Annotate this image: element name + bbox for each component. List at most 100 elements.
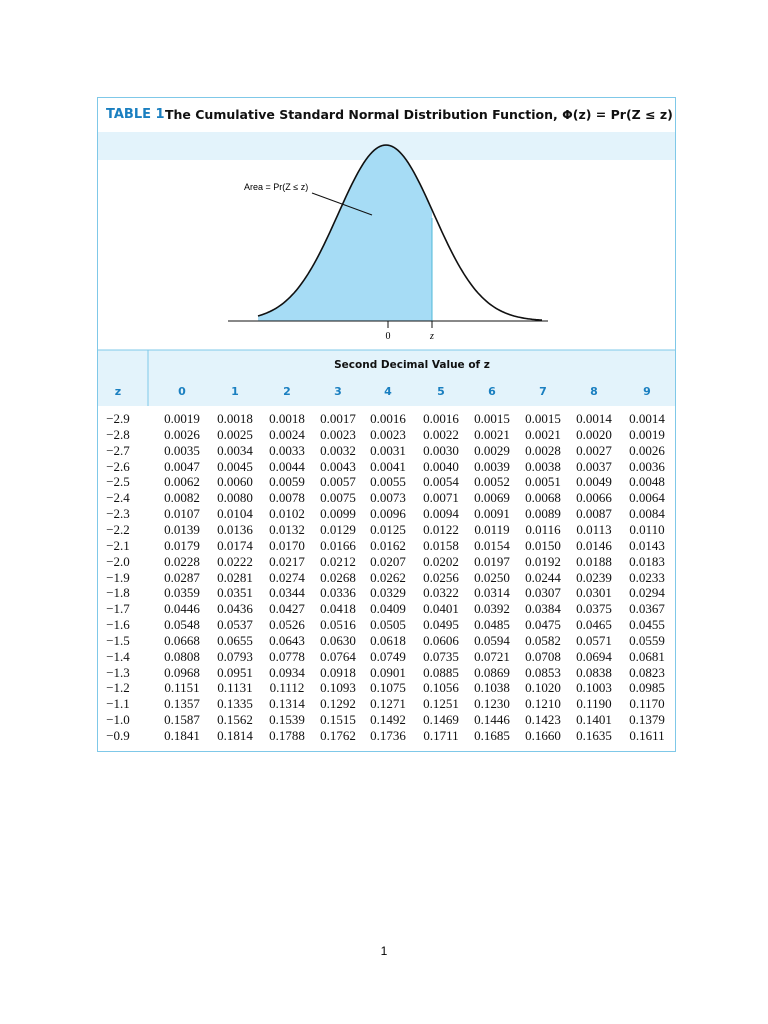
z-value: −1.4 (106, 648, 130, 664)
cell-value: 0.0505 (370, 617, 406, 633)
cell-value: 0.0084 (629, 506, 665, 522)
cell-value: 0.0052 (474, 474, 510, 490)
cell-value: 0.0094 (423, 506, 459, 522)
cell-value: 0.0179 (164, 537, 200, 553)
cell-value: 0.0035 (164, 442, 200, 458)
cell-value: 0.0027 (576, 442, 612, 458)
cell-value: 0.0934 (269, 664, 305, 680)
cell-value: 0.0427 (269, 601, 305, 617)
cell-value: 0.0016 (423, 411, 459, 426)
cell-value: 0.1314 (269, 696, 305, 712)
cell-value: 0.0162 (370, 537, 406, 553)
cell-value: 0.1020 (525, 680, 561, 696)
cell-value: 0.0281 (217, 569, 253, 585)
cell-value: 0.1230 (474, 696, 510, 712)
cell-value: 0.0170 (269, 537, 305, 553)
cell-value: 0.0039 (474, 458, 510, 474)
z-value: −2.7 (106, 442, 130, 458)
z-value: −2.9 (106, 411, 130, 426)
cell-value: 0.0014 (576, 411, 612, 426)
cell-value: 0.0154 (474, 537, 510, 553)
cell-value: 0.0301 (576, 585, 612, 601)
cell-value: 0.0129 (320, 521, 356, 537)
cell-value: 0.0139 (164, 521, 200, 537)
group-header: Second Decimal Value of z (334, 359, 490, 371)
cell-value: 0.0073 (370, 490, 406, 506)
cell-value: 0.0107 (164, 506, 200, 522)
cell-value: 0.0022 (423, 426, 459, 442)
cell-value: 0.0054 (423, 474, 459, 490)
tick-label: z (429, 331, 434, 342)
cell-value: 0.0037 (576, 458, 612, 474)
z-value: −2.1 (106, 537, 130, 553)
cell-value: 0.0038 (525, 458, 561, 474)
cell-value: 0.0307 (525, 585, 561, 601)
cell-value: 0.0344 (269, 585, 305, 601)
cell-value: 0.0571 (576, 632, 612, 648)
cell-value: 0.0485 (474, 617, 510, 633)
cell-value: 0.0778 (269, 648, 305, 664)
cell-value: 0.0018 (217, 411, 253, 426)
cell-value: 0.0643 (269, 632, 305, 648)
cell-value: 0.0217 (269, 553, 305, 569)
cell-value: 0.1038 (474, 680, 510, 696)
cell-value: 0.0749 (370, 648, 406, 664)
cell-value: 0.1093 (320, 680, 356, 696)
z-value: −2.4 (106, 490, 130, 506)
cell-value: 0.0968 (164, 664, 200, 680)
cell-value: 0.0409 (370, 601, 406, 617)
cell-value: 0.0021 (525, 426, 561, 442)
cell-value: 0.0040 (423, 458, 459, 474)
shaded-area (258, 145, 432, 321)
cell-value: 0.0113 (576, 521, 612, 537)
cell-value: 0.0239 (576, 569, 612, 585)
cell-value: 0.1841 (164, 728, 200, 743)
cell-value: 0.0104 (217, 506, 253, 522)
cell-value: 0.0048 (629, 474, 665, 490)
cell-value: 0.0110 (629, 521, 665, 537)
table-label: TABLE 1 (106, 107, 165, 122)
cell-value: 0.0080 (217, 490, 253, 506)
cell-value: 0.0401 (423, 601, 459, 617)
cell-value: 0.0314 (474, 585, 510, 601)
cell-value: 0.1762 (320, 728, 356, 743)
cell-value: 0.0197 (474, 553, 510, 569)
cell-value: 0.0694 (576, 648, 612, 664)
cell-value: 0.0116 (525, 521, 561, 537)
cell-value: 0.1611 (629, 728, 665, 743)
cell-value: 0.0901 (370, 664, 406, 680)
column-header: 3 (334, 385, 342, 398)
cell-value: 0.0150 (525, 537, 561, 553)
cell-value: 0.0681 (629, 648, 665, 664)
cell-value: 0.0016 (370, 411, 406, 426)
cell-value: 0.0066 (576, 490, 612, 506)
cell-value: 0.0336 (320, 585, 356, 601)
cell-value: 0.0030 (423, 442, 459, 458)
z-value: −0.9 (106, 728, 130, 743)
column-header: 4 (384, 385, 392, 398)
cell-value: 0.0096 (370, 506, 406, 522)
cell-value: 0.0212 (320, 553, 356, 569)
z-value: −2.0 (106, 553, 130, 569)
cell-value: 0.0808 (164, 648, 200, 664)
cell-value: 0.0166 (320, 537, 356, 553)
cell-value: 0.0102 (269, 506, 305, 522)
cell-value: 0.0064 (629, 490, 665, 506)
cell-value: 0.0119 (474, 521, 510, 537)
cell-value: 0.0034 (217, 442, 253, 458)
cell-value: 0.0146 (576, 537, 612, 553)
cell-value: 0.0582 (525, 632, 561, 648)
z-value: −1.2 (106, 680, 130, 696)
cell-value: 0.0721 (474, 648, 510, 664)
cell-value: 0.0526 (269, 617, 305, 633)
table-frame (97, 97, 676, 752)
cell-value: 0.1539 (269, 712, 305, 728)
cell-value: 0.0392 (474, 601, 510, 617)
cell-value: 0.0618 (370, 632, 406, 648)
cell-value: 0.0262 (370, 569, 406, 585)
cell-value: 0.0026 (629, 442, 665, 458)
cell-value: 0.0329 (370, 585, 406, 601)
cell-value: 0.0019 (629, 426, 665, 442)
